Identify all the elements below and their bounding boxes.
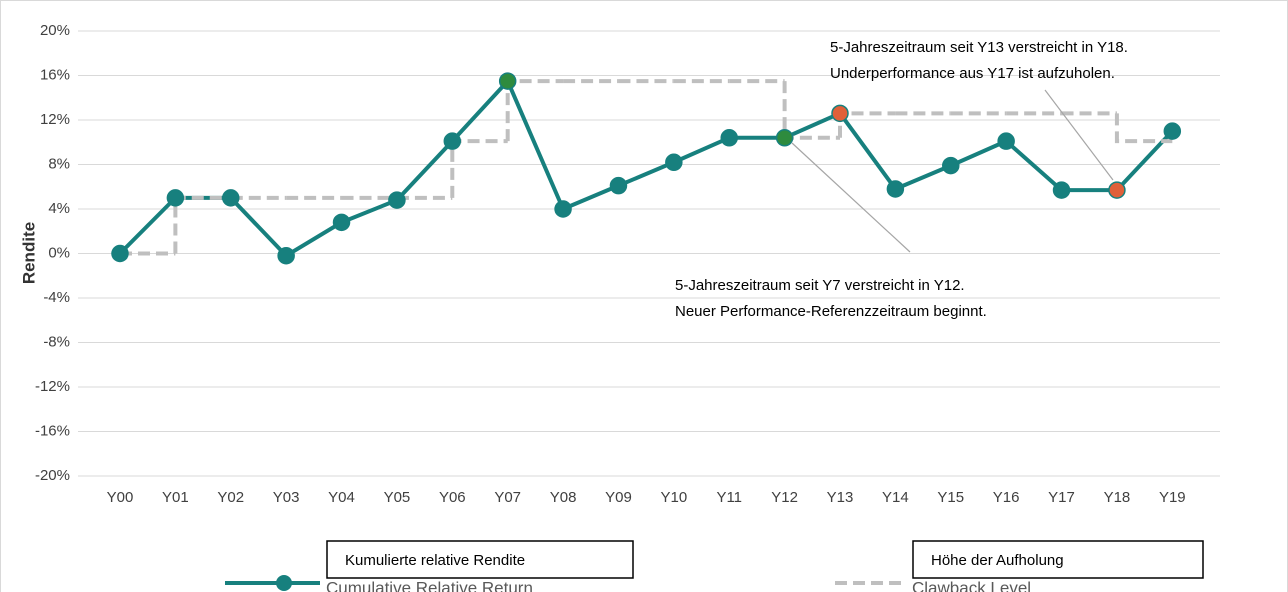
y-tick-label: 4%: [48, 200, 70, 217]
x-tick-label: Y04: [328, 489, 355, 506]
point-marker: [332, 213, 351, 232]
point-marker: [886, 180, 905, 198]
legend-overlay-label: Höhe der Aufholung: [931, 552, 1064, 569]
return-line: [118, 79, 1174, 258]
x-tick-label: Y17: [1048, 489, 1075, 506]
point-marker: [166, 189, 185, 207]
y-tick-label: -12%: [35, 378, 70, 395]
point-marker: [1052, 181, 1071, 199]
leader-line: [1044, 89, 1114, 181]
x-tick-label: Y12: [771, 489, 798, 506]
point-marker: [942, 156, 960, 175]
y-tick-label: 16%: [40, 66, 70, 83]
legend-label: Cumulative Relative Return: [326, 578, 533, 592]
x-tick-label: Y02: [217, 489, 244, 506]
x-tick-label: Y01: [162, 489, 189, 506]
x-tick-label: Y08: [550, 489, 577, 506]
y-tick-label: 8%: [48, 155, 70, 172]
y-tick-label: -4%: [43, 289, 70, 306]
x-tick-label: Y15: [937, 489, 964, 506]
x-tick-label: Y19: [1159, 489, 1186, 506]
clawback-step: [1114, 113, 1173, 144]
point-marker: [1163, 122, 1182, 140]
annotation: Underperformance aus Y17 ist aufzuholen.: [830, 65, 1115, 82]
y-tick-label: -16%: [35, 422, 70, 439]
point-marker: [775, 129, 794, 147]
x-tick-label: Y00: [107, 489, 134, 506]
legend-swatch-marker: [276, 575, 292, 591]
point-marker: [831, 104, 849, 123]
y-axis-title: Rendite: [19, 222, 38, 284]
legend-overlay-box: [912, 540, 1204, 579]
point-marker: [443, 132, 462, 150]
x-tick-label: Y18: [1104, 489, 1131, 506]
annotation: 5-Jahreszeitraum seit Y13 verstreicht in…: [830, 39, 1128, 56]
leader-line: [791, 142, 911, 253]
annotation: Neuer Performance-Referenzzeitraum begin…: [675, 303, 987, 320]
x-tick-label: Y10: [660, 489, 687, 506]
y-tick-label: 0%: [48, 244, 70, 261]
x-tick-label: Y14: [882, 489, 909, 506]
y-tick-label: -8%: [43, 333, 70, 350]
point-marker: [111, 244, 129, 263]
point-marker: [665, 153, 683, 172]
legend-overlay-box: [326, 540, 634, 579]
point-marker: [277, 246, 295, 265]
y-tick-label: 20%: [40, 22, 70, 39]
x-tick-label: Y06: [439, 489, 466, 506]
x-tick-label: Y09: [605, 489, 632, 506]
legend-overlay-label: Kumulierte relative Rendite: [345, 552, 525, 569]
point-marker: [609, 176, 628, 195]
point-marker: [222, 189, 240, 207]
point-marker: [388, 191, 406, 209]
point-marker: [720, 129, 738, 147]
x-tick-label: Y05: [384, 489, 411, 506]
point-marker: [1108, 181, 1126, 199]
point-marker: [997, 132, 1015, 150]
y-tick-label: -20%: [35, 467, 70, 484]
legend-label: Clawback Level: [912, 578, 1031, 592]
x-tick-label: Y03: [273, 489, 300, 506]
x-tick-label: Y13: [827, 489, 854, 506]
point-marker: [498, 72, 517, 90]
point-marker: [554, 200, 572, 218]
x-tick-label: Y11: [716, 489, 742, 506]
x-tick-label: Y07: [494, 489, 521, 506]
y-tick-label: 12%: [40, 111, 70, 128]
x-tick-label: Y16: [993, 489, 1020, 506]
annotation: 5-Jahreszeitraum seit Y7 verstreicht in …: [675, 277, 965, 294]
